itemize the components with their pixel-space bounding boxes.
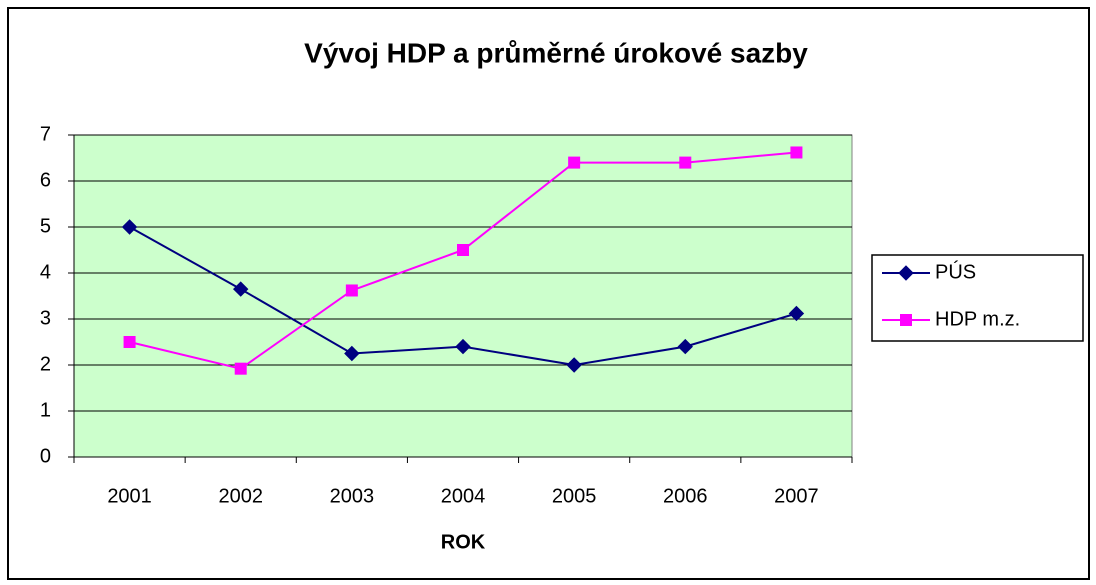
data-point [234,362,247,375]
legend-label: PÚS [935,260,976,283]
x-tick-label: 2005 [552,485,597,507]
x-tick-label: 2001 [107,485,152,507]
x-tick-label: 2004 [441,485,486,507]
data-point [566,357,582,373]
x-tick-label: 2006 [663,485,708,507]
y-tick-label: 0 [40,445,51,467]
y-tick-label: 2 [40,353,51,375]
data-point [344,345,360,362]
data-point [123,336,136,348]
data-point [790,146,803,159]
data-point [233,281,249,297]
y-tick-label: 5 [40,215,51,237]
data-point [788,305,805,322]
y-tick-label: 3 [40,307,51,329]
legend-marker [898,265,914,281]
data-point [677,338,693,355]
legend-label: HDP m.z. [935,308,1020,330]
y-tick-label: 6 [40,169,51,191]
data-point [679,156,692,169]
y-tick-label: 4 [40,261,51,283]
x-tick-label: 2002 [218,485,263,507]
y-tick-label: 7 [40,123,51,145]
legend-marker [900,314,912,326]
data-point [455,338,471,355]
data-point [121,219,138,235]
x-axis-title: ROK [441,531,486,553]
plot-area [73,134,853,458]
data-point [568,156,581,169]
chart-title: Vývoj HDP a průměrné úrokové sazby [304,37,808,68]
data-point [345,284,358,297]
y-tick-label: 1 [40,399,51,421]
x-tick-label: 2003 [330,485,375,507]
x-tick-label: 2007 [774,485,819,507]
data-point [457,244,469,256]
